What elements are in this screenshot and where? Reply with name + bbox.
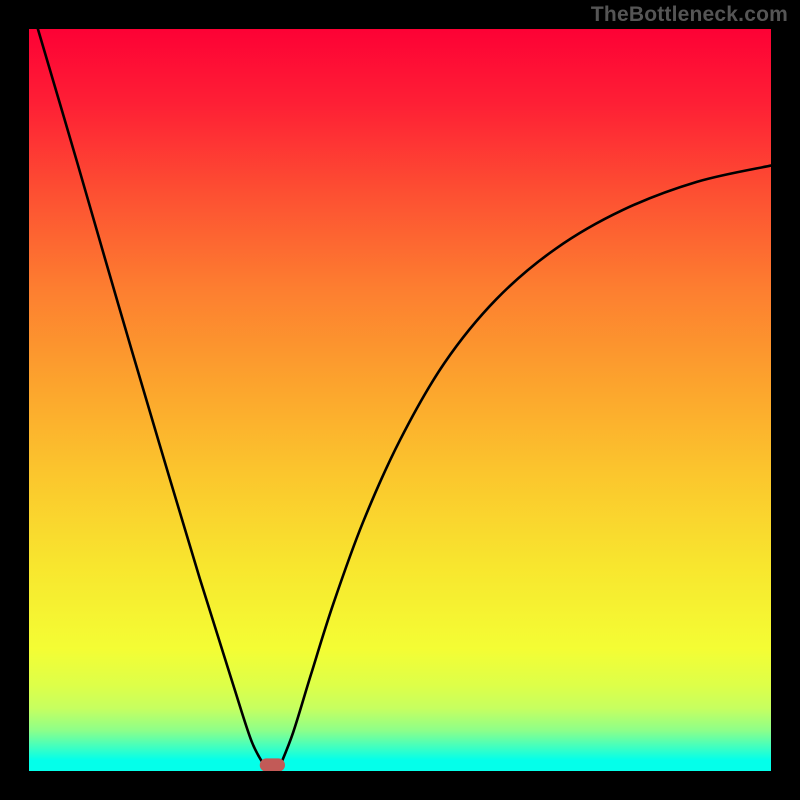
gradient-background (29, 29, 771, 771)
plot-area (29, 29, 771, 771)
chart-svg (29, 29, 771, 771)
minimum-marker (260, 758, 285, 771)
chart-frame: TheBottleneck.com (0, 0, 800, 800)
attribution-text: TheBottleneck.com (591, 3, 788, 27)
